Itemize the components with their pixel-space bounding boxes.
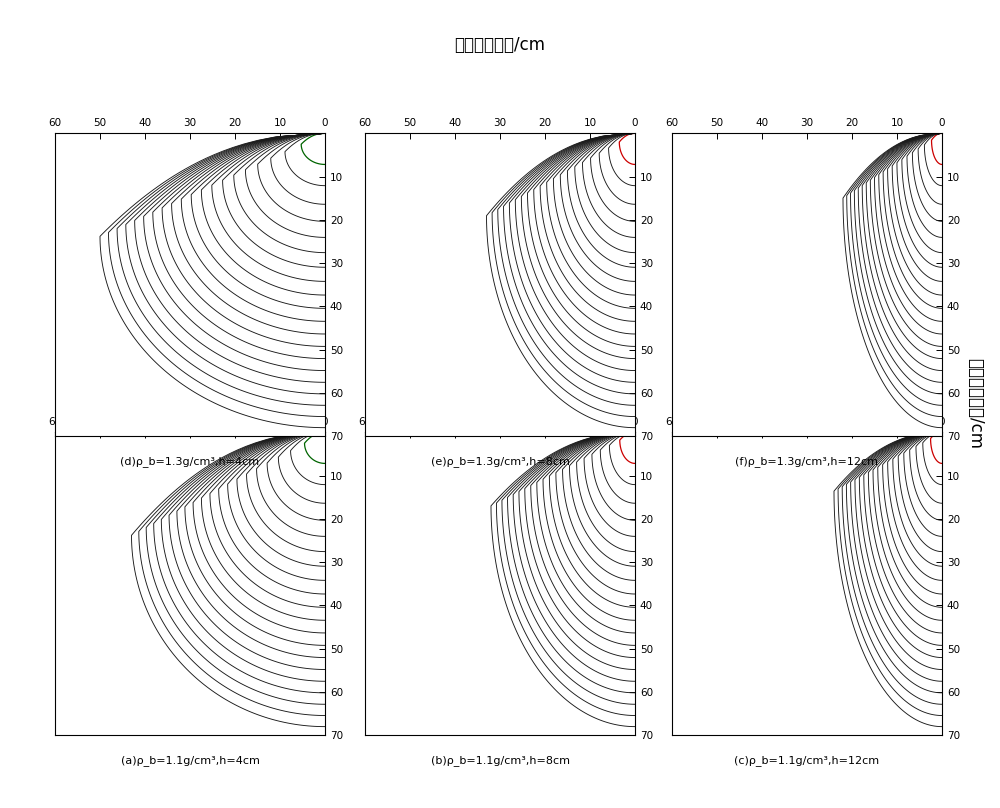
Text: (e)ρ_b=1.3g/cm³,h=8cm: (e)ρ_b=1.3g/cm³,h=8cm (431, 457, 569, 467)
Text: (d)ρ_b=1.3g/cm³,h=4cm: (d)ρ_b=1.3g/cm³,h=4cm (120, 457, 260, 467)
Text: (a)ρ_b=1.1g/cm³,h=4cm: (a)ρ_b=1.1g/cm³,h=4cm (121, 755, 259, 766)
Text: (f)ρ_b=1.3g/cm³,h=12cm: (f)ρ_b=1.3g/cm³,h=12cm (736, 457, 879, 467)
Text: (b)ρ_b=1.1g/cm³,h=8cm: (b)ρ_b=1.1g/cm³,h=8cm (430, 755, 570, 766)
Text: 水平侧渗距离/cm: 水平侧渗距离/cm (454, 36, 546, 54)
Text: (c)ρ_b=1.1g/cm³,h=12cm: (c)ρ_b=1.1g/cm³,h=12cm (734, 755, 880, 766)
Text: 垂向入渗距离/cm: 垂向入渗距离/cm (966, 359, 984, 449)
